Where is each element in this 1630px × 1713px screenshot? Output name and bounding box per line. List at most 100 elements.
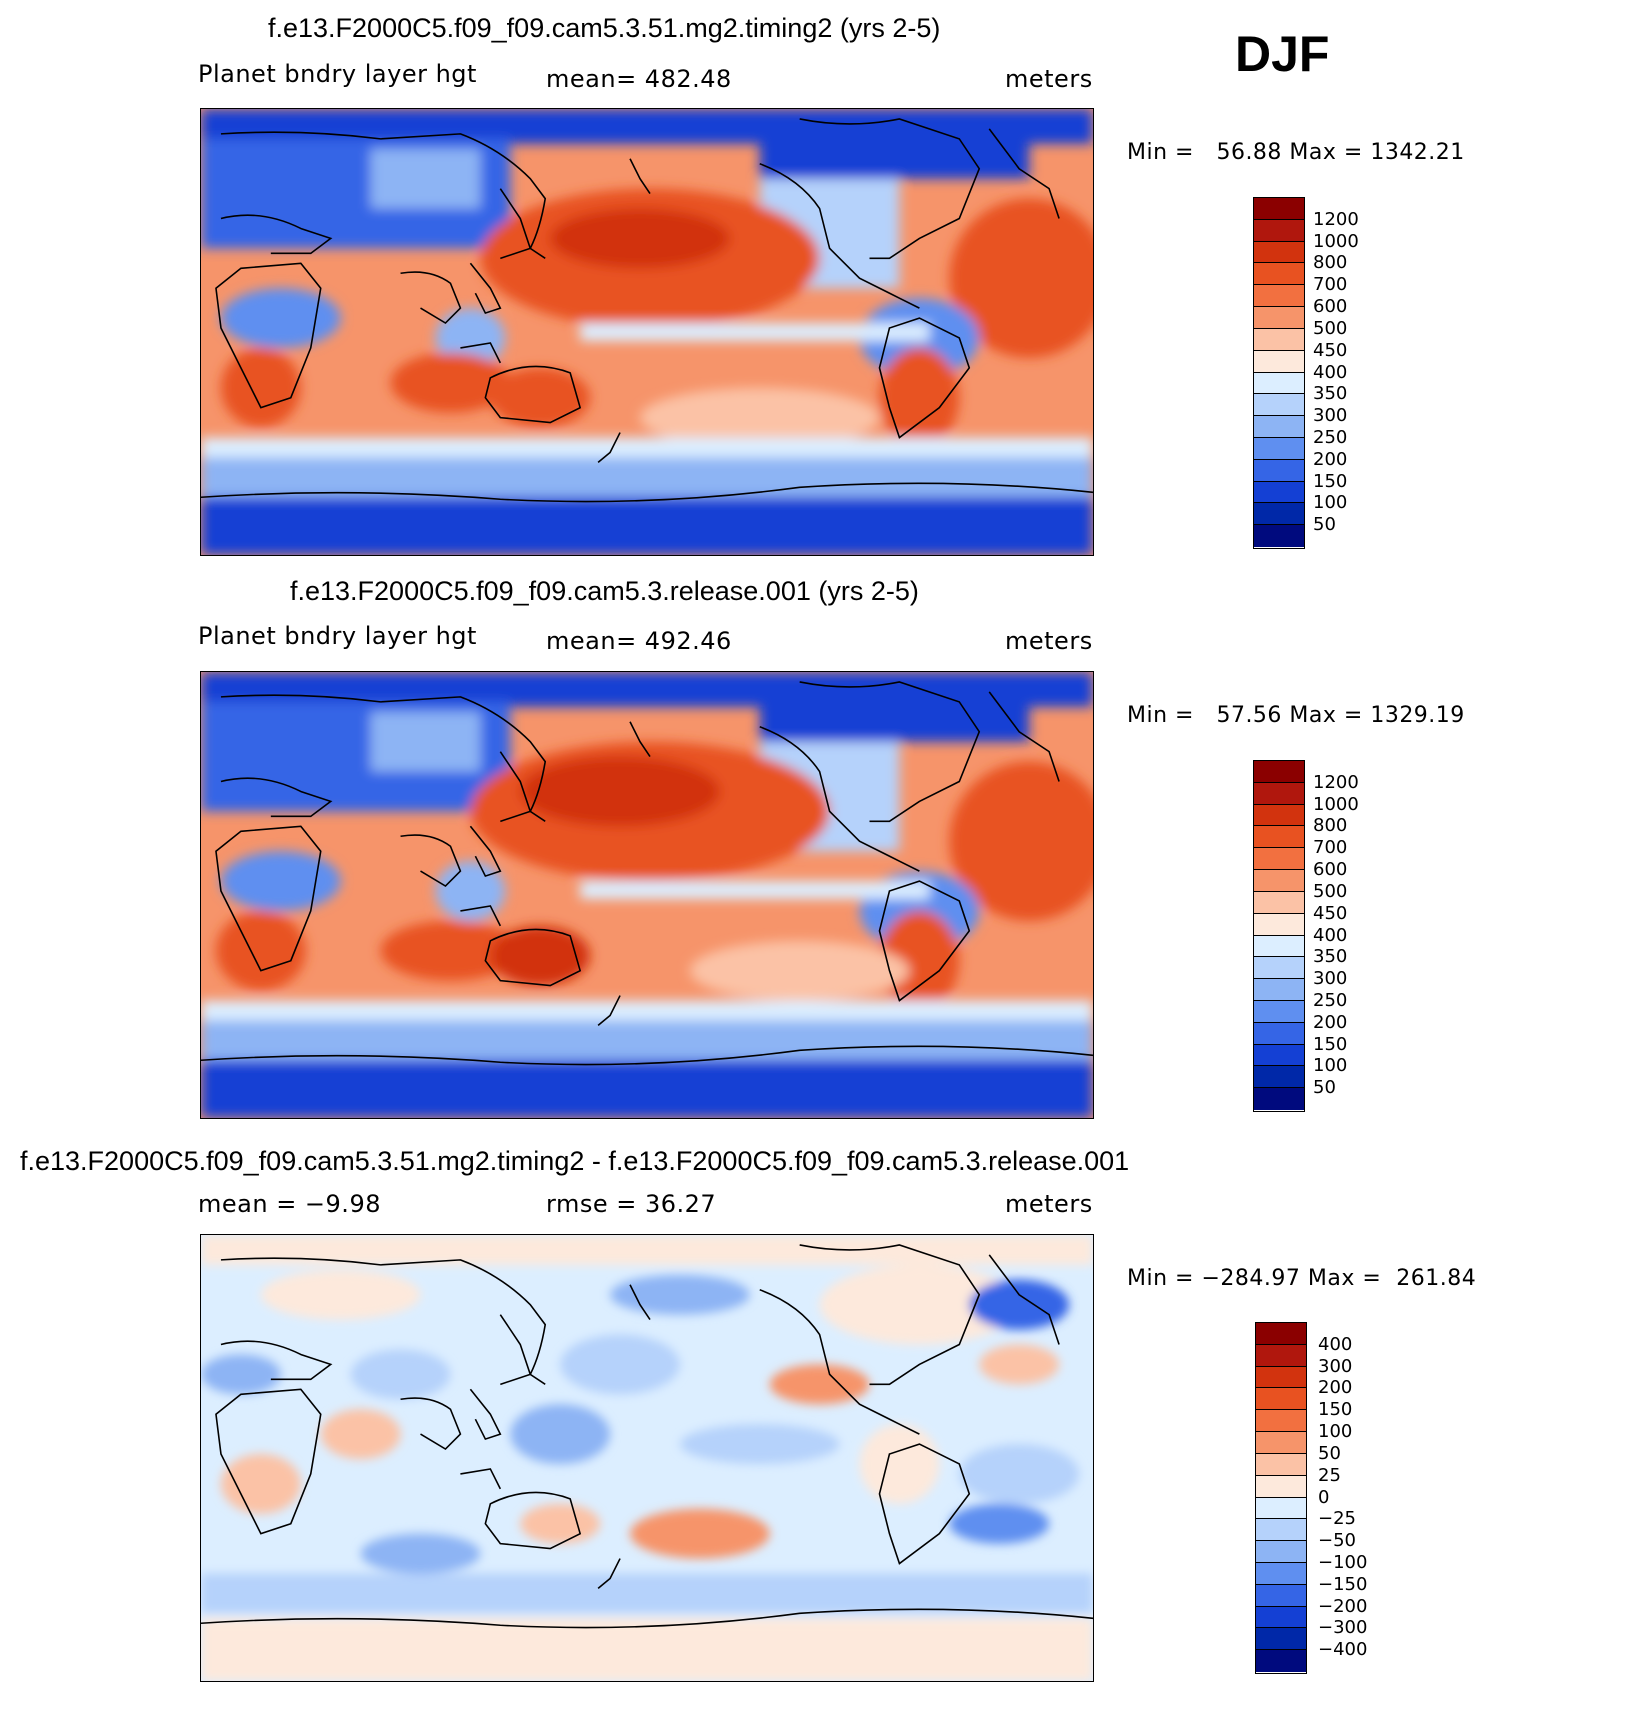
colorbar-segment bbox=[1254, 307, 1304, 329]
colorbar-segment bbox=[1256, 1432, 1306, 1454]
colorbar-tick-label: 450 bbox=[1313, 902, 1348, 924]
colorbar-tick-label: 600 bbox=[1313, 296, 1348, 318]
colorbar-tick-label: 100 bbox=[1313, 1055, 1348, 1077]
colorbar-tick-label: 250 bbox=[1313, 426, 1348, 448]
colorbar-tick-label: 400 bbox=[1313, 361, 1348, 383]
panel-1-variable-label: Planet bndry layer hgt bbox=[198, 60, 477, 88]
colorbar-segment bbox=[1254, 328, 1304, 351]
panel-3-units-label: meters bbox=[1005, 1190, 1093, 1218]
colorbar-segment bbox=[1254, 1000, 1304, 1023]
colorbar-tick-label: 25 bbox=[1318, 1464, 1341, 1486]
colorbar-segment bbox=[1254, 198, 1304, 220]
panel-3-minmax: Min = −284.97 Max = 261.84 bbox=[1127, 1266, 1477, 1291]
colorbar-tick-label: 200 bbox=[1313, 448, 1348, 470]
colorbar-segment bbox=[1256, 1366, 1306, 1389]
colorbar-segment bbox=[1256, 1410, 1306, 1433]
panel-2-minmax: Min = 57.56 Max = 1329.19 bbox=[1127, 703, 1465, 728]
colorbar-segment bbox=[1256, 1388, 1306, 1411]
colorbar-segment bbox=[1254, 1066, 1304, 1089]
panel-1-colorbar bbox=[1253, 197, 1305, 549]
panel-2-variable-label: Planet bndry layer hgt bbox=[198, 622, 477, 650]
colorbar-segment bbox=[1254, 350, 1304, 373]
colorbar-segment bbox=[1256, 1628, 1306, 1651]
panel-1-units-label: meters bbox=[1005, 65, 1093, 93]
panel-1-minmax: Min = 56.88 Max = 1342.21 bbox=[1127, 140, 1465, 165]
colorbar-tick-label: 200 bbox=[1313, 1011, 1348, 1033]
colorbar-segment bbox=[1254, 1044, 1304, 1067]
colorbar-tick-label: −150 bbox=[1318, 1573, 1368, 1595]
season-label: DJF bbox=[1235, 26, 1330, 82]
colorbar-tick-label: 300 bbox=[1313, 968, 1348, 990]
colorbar-segment bbox=[1256, 1323, 1306, 1345]
colorbar-tick-label: 450 bbox=[1313, 339, 1348, 361]
colorbar-segment bbox=[1254, 826, 1304, 849]
panel-3-map bbox=[200, 1234, 1094, 1682]
colorbar-tick-label: 700 bbox=[1313, 837, 1348, 859]
colorbar-tick-label: −200 bbox=[1318, 1595, 1368, 1617]
colorbar-tick-label: 50 bbox=[1318, 1442, 1341, 1464]
colorbar-segment bbox=[1256, 1344, 1306, 1367]
colorbar-segment bbox=[1256, 1541, 1306, 1563]
colorbar-tick-label: 50 bbox=[1313, 514, 1336, 536]
colorbar-segment bbox=[1254, 957, 1304, 980]
colorbar-tick-label: −100 bbox=[1318, 1551, 1368, 1573]
colorbar-segment bbox=[1256, 1650, 1306, 1672]
colorbar-segment bbox=[1256, 1453, 1306, 1476]
colorbar-tick-label: −50 bbox=[1318, 1530, 1356, 1552]
colorbar-tick-label: 500 bbox=[1313, 317, 1348, 339]
colorbar-tick-label: 300 bbox=[1318, 1355, 1353, 1377]
colorbar-segment bbox=[1254, 979, 1304, 1001]
panel-2-units-label: meters bbox=[1005, 627, 1093, 655]
colorbar-segment bbox=[1254, 848, 1304, 871]
colorbar-tick-label: −300 bbox=[1318, 1617, 1368, 1639]
colorbar-tick-label: 300 bbox=[1313, 405, 1348, 427]
colorbar-segment bbox=[1254, 891, 1304, 914]
colorbar-segment bbox=[1256, 1584, 1306, 1607]
colorbar-tick-label: 50 bbox=[1313, 1077, 1336, 1099]
colorbar-tick-label: 400 bbox=[1318, 1333, 1353, 1355]
colorbar-segment bbox=[1256, 1606, 1306, 1629]
colorbar-tick-label: 1000 bbox=[1313, 230, 1359, 252]
colorbar-tick-label: 150 bbox=[1313, 1033, 1348, 1055]
colorbar-tick-label: 700 bbox=[1313, 274, 1348, 296]
panel-3-rmse-label: rmse = 36.27 bbox=[546, 1190, 717, 1218]
colorbar-segment bbox=[1254, 761, 1304, 783]
colorbar-tick-label: 600 bbox=[1313, 859, 1348, 881]
colorbar-tick-label: 200 bbox=[1318, 1377, 1353, 1399]
colorbar-tick-label: 150 bbox=[1318, 1399, 1353, 1421]
colorbar-segment bbox=[1256, 1497, 1306, 1520]
colorbar-segment bbox=[1254, 481, 1304, 504]
colorbar-tick-label: 0 bbox=[1318, 1486, 1330, 1508]
colorbar-segment bbox=[1254, 394, 1304, 417]
colorbar-segment bbox=[1254, 285, 1304, 308]
panel-1-map bbox=[200, 108, 1094, 556]
colorbar-tick-label: 500 bbox=[1313, 880, 1348, 902]
panel-2-map bbox=[200, 671, 1094, 1119]
colorbar-segment bbox=[1254, 935, 1304, 958]
colorbar-tick-label: 350 bbox=[1313, 383, 1348, 405]
colorbar-tick-label: −25 bbox=[1318, 1508, 1356, 1530]
colorbar-segment bbox=[1254, 913, 1304, 936]
colorbar-tick-label: 100 bbox=[1318, 1421, 1353, 1443]
colorbar-segment bbox=[1256, 1475, 1306, 1498]
panel-3-colorbar bbox=[1255, 1322, 1307, 1674]
colorbar-segment bbox=[1254, 1088, 1304, 1110]
colorbar-segment bbox=[1254, 459, 1304, 482]
colorbar-tick-label: 1200 bbox=[1313, 208, 1359, 230]
colorbar-segment bbox=[1254, 804, 1304, 827]
panel-2-title: f.e13.F2000C5.f09_f09.cam5.3.release.001… bbox=[290, 576, 919, 606]
colorbar-segment bbox=[1254, 1022, 1304, 1045]
panel-2-mean-label: mean= 492.46 bbox=[546, 627, 732, 655]
colorbar-tick-label: −400 bbox=[1318, 1639, 1368, 1661]
colorbar-segment bbox=[1254, 525, 1304, 547]
colorbar-tick-label: 150 bbox=[1313, 470, 1348, 492]
colorbar-segment bbox=[1254, 416, 1304, 438]
colorbar-tick-label: 400 bbox=[1313, 924, 1348, 946]
colorbar-tick-label: 800 bbox=[1313, 815, 1348, 837]
colorbar-segment bbox=[1256, 1519, 1306, 1542]
colorbar-tick-label: 100 bbox=[1313, 492, 1348, 514]
colorbar-segment bbox=[1254, 263, 1304, 286]
colorbar-segment bbox=[1256, 1562, 1306, 1585]
colorbar-segment bbox=[1254, 870, 1304, 892]
colorbar-segment bbox=[1254, 219, 1304, 242]
